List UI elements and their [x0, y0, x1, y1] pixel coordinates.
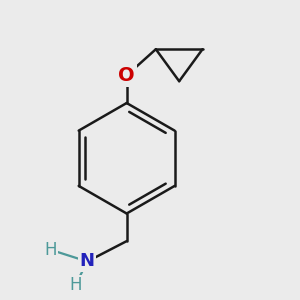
- Text: H: H: [69, 276, 82, 294]
- Text: N: N: [80, 253, 95, 271]
- Text: H: H: [45, 241, 57, 259]
- Text: O: O: [118, 66, 135, 85]
